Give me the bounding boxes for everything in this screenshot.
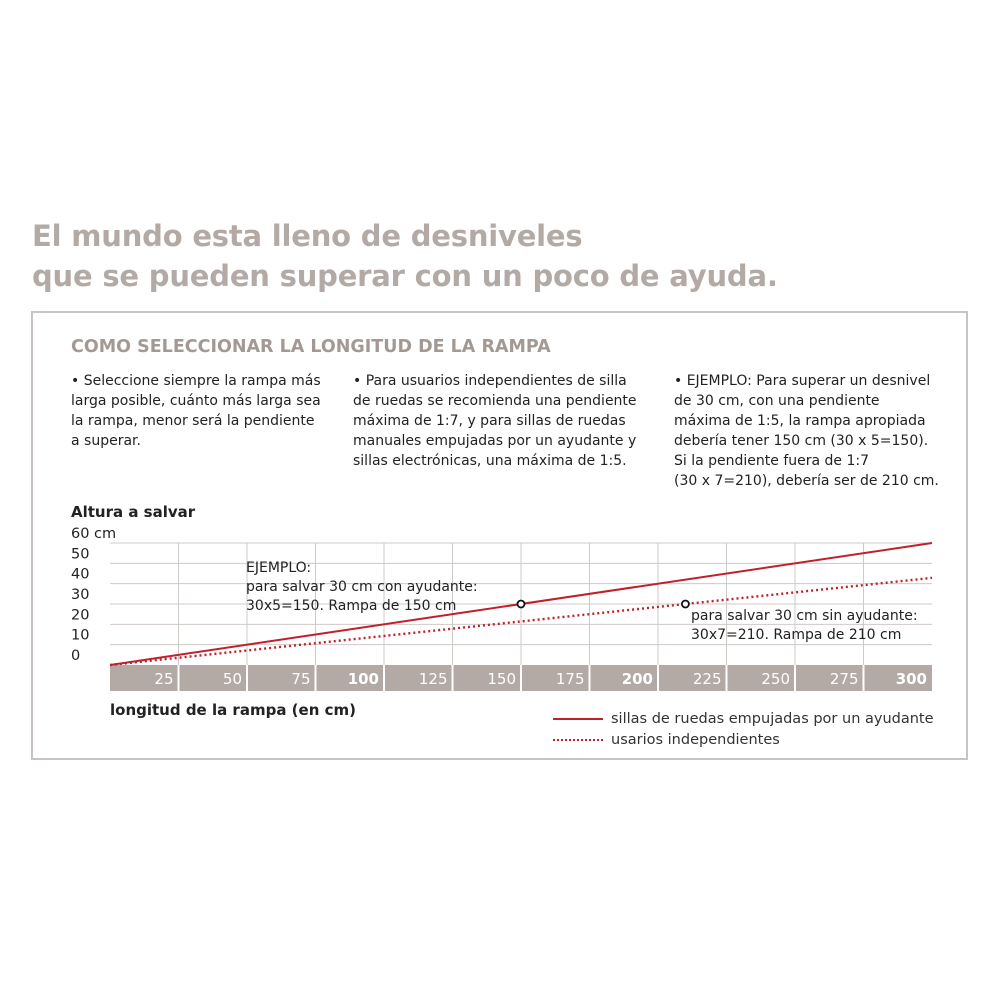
legend-solid-label: sillas de ruedas empujadas por un ayudan…: [611, 710, 934, 727]
x-tick-label: 175: [556, 670, 585, 688]
y-tick-label: 0: [71, 648, 80, 664]
tip-line: sillas electrónicas, una máxima de 1:5.: [353, 453, 627, 469]
tip-line: manuales empujadas por un ayudante y: [353, 433, 637, 449]
x-tick-label: 25: [154, 670, 173, 688]
y-tick-label: 30: [71, 587, 89, 603]
x-tick-label: 75: [291, 670, 310, 688]
tip-line: • Seleccione siempre la rampa más: [71, 373, 321, 389]
annotation-text: 30x5=150. Rampa de 150 cm: [246, 598, 456, 614]
x-tick-label: 200: [622, 670, 653, 688]
annotation-marker: [681, 599, 690, 609]
example-line: (30 x 7=210), debería ser de 210 cm.: [674, 473, 939, 489]
tip-line: máxima de 1:7, y para sillas de ruedas: [353, 413, 626, 429]
legend-item-dotted: usarios independientes: [553, 729, 934, 750]
x-tick-label: 150: [487, 670, 516, 688]
y-tick-label: 10: [71, 628, 89, 644]
x-tick-label: 275: [830, 670, 859, 688]
tip-line: • Para usuarios independientes de silla: [353, 373, 627, 389]
info-panel: [31, 311, 968, 760]
annotation-text: EJEMPLO:: [246, 560, 311, 576]
x-tick-label: 50: [223, 670, 242, 688]
example-column: • EJEMPLO: Para superar un desnivel de 3…: [674, 371, 939, 491]
tip-line: a superar.: [71, 433, 141, 449]
tip-column-2: • Para usuarios independientes de silla …: [353, 371, 637, 471]
legend: sillas de ruedas empujadas por un ayudan…: [553, 708, 934, 750]
tip-column-1: • Seleccione siempre la rampa más larga …: [71, 371, 321, 451]
legend-solid-swatch: [553, 717, 603, 720]
tip-line: la rampa, menor será la pendiente: [71, 413, 315, 429]
y-tick-label: 40: [71, 567, 89, 583]
headline-line-2: que se pueden superar con un poco de ayu…: [32, 259, 778, 293]
annotation-text: para salvar 30 cm sin ayudante:: [691, 608, 918, 624]
legend-item-solid: sillas de ruedas empujadas por un ayudan…: [553, 708, 934, 729]
x-axis-label: longitud de la rampa (en cm): [110, 701, 356, 719]
headline-line-1: El mundo esta lleno de desniveles: [32, 219, 583, 253]
y-tick-label: 20: [71, 607, 89, 623]
section-title: COMO SELECCIONAR LA LONGITUD DE LA RAMPA: [71, 337, 551, 357]
y-axis-label: Altura a salvar: [71, 503, 196, 521]
headline: El mundo esta lleno de desniveles que se…: [32, 216, 778, 296]
x-tick-label: 225: [693, 670, 722, 688]
legend-dotted-label: usarios independientes: [611, 731, 780, 748]
y-tick-label: 60 cm: [71, 526, 116, 542]
example-line: máxima de 1:5, la rampa apropiada: [674, 413, 926, 429]
tip-line: larga posible, cuánto más larga sea: [71, 393, 321, 409]
x-tick-label: 300: [896, 670, 927, 688]
x-tick-label: 100: [348, 670, 379, 688]
example-line: Si la pendiente fuera de 1:7: [674, 453, 870, 469]
y-tick-label: 50: [71, 546, 89, 562]
example-line: debería tener 150 cm (30 x 5=150).: [674, 433, 929, 449]
annotation-text: 30x7=210. Rampa de 210 cm: [691, 627, 901, 643]
tip-line: de ruedas se recomienda una pendiente: [353, 393, 637, 409]
example-line: • EJEMPLO: Para superar un desnivel: [674, 373, 931, 389]
x-tick-label: 125: [419, 670, 448, 688]
example-line: de 30 cm, con una pendiente: [674, 393, 880, 409]
annotation-text: para salvar 30 cm con ayudante:: [246, 579, 478, 595]
x-tick-label: 250: [761, 670, 790, 688]
annotation-marker: [516, 599, 526, 609]
legend-dotted-swatch: [553, 738, 603, 741]
